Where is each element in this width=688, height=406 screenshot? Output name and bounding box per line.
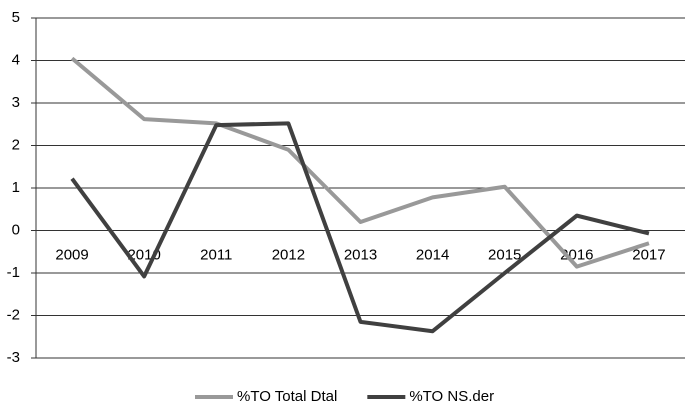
- y-tick-label: 3: [12, 94, 20, 111]
- y-tick-label: 4: [12, 51, 20, 68]
- legend-label: %TO NS.der: [409, 388, 494, 405]
- y-tick-label: 1: [12, 179, 20, 196]
- series-line: [70, 56, 650, 269]
- x-tick-label: 2013: [344, 246, 377, 263]
- y-tick-label: -3: [7, 349, 20, 366]
- y-tick-label: 5: [12, 9, 20, 26]
- y-tick-label: -1: [7, 264, 20, 281]
- x-tick-label: 2012: [272, 246, 305, 263]
- x-tick-label: 2011: [200, 246, 232, 263]
- y-tick-label: 2: [12, 136, 20, 153]
- legend-label: %TO Total Dtal: [237, 388, 337, 405]
- series-line: [70, 121, 650, 334]
- y-tick-label: 0: [12, 221, 20, 238]
- x-tick-label: 2015: [488, 246, 521, 263]
- x-tick-label: 2017: [632, 246, 665, 263]
- x-tick-label: 2009: [55, 246, 88, 263]
- y-tick-label: -2: [7, 306, 20, 323]
- x-tick-label: 2014: [416, 246, 449, 263]
